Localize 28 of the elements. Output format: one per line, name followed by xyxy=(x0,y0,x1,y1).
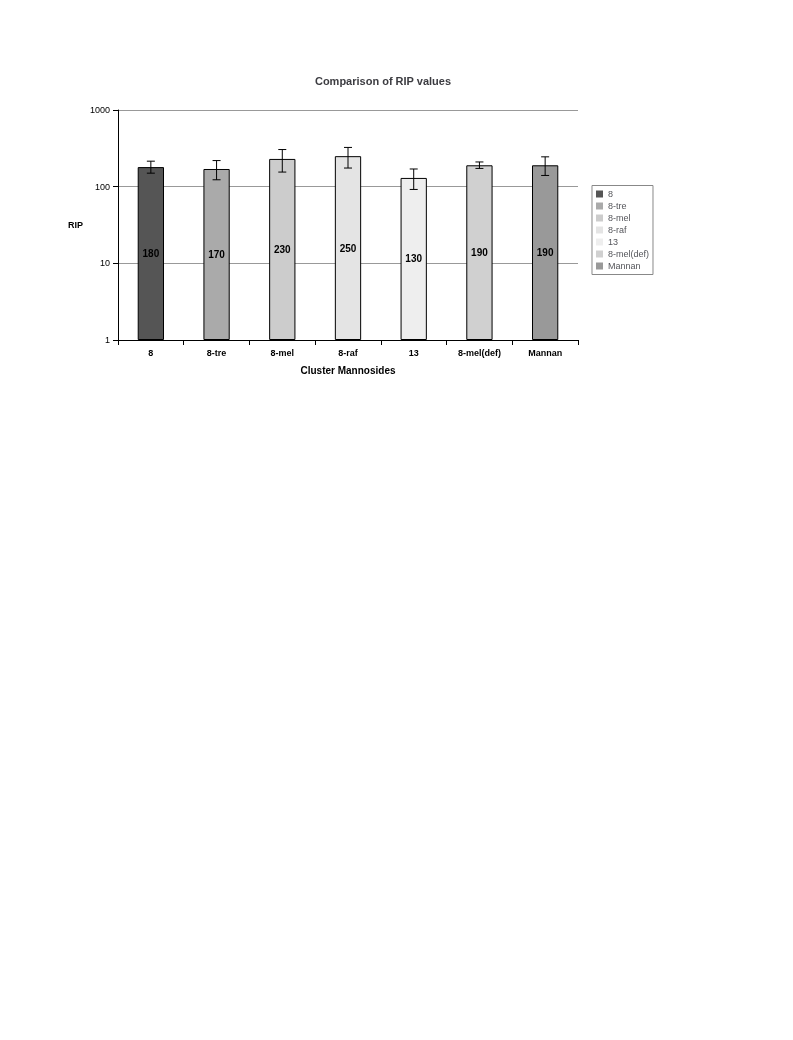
x-axis-title: Cluster Mannosides xyxy=(300,364,396,376)
data-label: 170 xyxy=(208,249,226,260)
x-tick-label: 8-mel xyxy=(270,347,295,358)
x-tick-label: Mannan xyxy=(528,347,563,358)
x-tick-label: 8 xyxy=(148,347,154,358)
x-tick-label: 8-tre xyxy=(206,347,227,358)
legend-label: 13 xyxy=(607,237,619,247)
y-tick-label: 10 xyxy=(99,258,110,269)
legend-label: Mannan xyxy=(607,261,641,271)
data-label: 190 xyxy=(536,247,554,259)
x-tick-label: 8-mel(def) xyxy=(457,347,501,358)
data-label: 250 xyxy=(339,242,357,254)
data-label: 190 xyxy=(471,247,489,259)
y-tick-label: 1000 xyxy=(89,105,110,115)
data-label: 230 xyxy=(273,243,292,255)
chart-title: Comparison of RIP values xyxy=(314,74,452,87)
legend-label: 8-mel xyxy=(607,213,631,223)
y-tick-label: 100 xyxy=(94,181,110,192)
y-tick-label: 1 xyxy=(104,335,110,345)
data-label: 180 xyxy=(142,248,160,260)
y-axis-title: RIP xyxy=(67,220,83,230)
x-tick-label: 8-raf xyxy=(338,347,359,358)
data-label: 130 xyxy=(405,253,423,265)
legend-label: 8-tre xyxy=(607,201,627,211)
x-tick-label: 13 xyxy=(408,347,419,358)
legend-label: 8-raf xyxy=(607,225,627,235)
legend-label: 8-mel(def) xyxy=(607,249,650,259)
legend-label: 8 xyxy=(607,189,614,199)
